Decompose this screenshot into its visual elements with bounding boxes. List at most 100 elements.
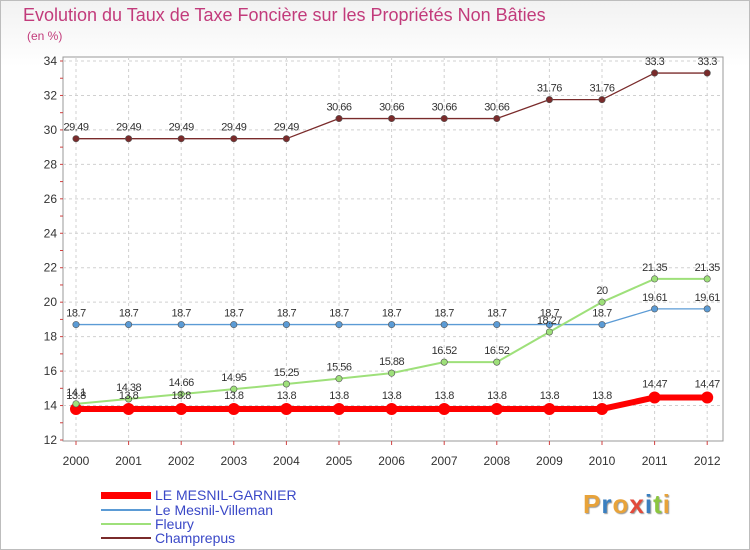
data-label: 18.7 (540, 308, 560, 320)
y-tick-label: 32 (44, 88, 58, 102)
data-label: 18.7 (592, 308, 612, 320)
data-label: 16.52 (484, 345, 509, 357)
data-label: 33.3 (645, 56, 665, 68)
data-point (545, 96, 553, 104)
y-tick-label: 18 (44, 330, 58, 344)
data-point (440, 358, 448, 366)
y-tick-label: 16 (44, 364, 58, 378)
data-point (230, 135, 238, 143)
data-point (230, 385, 238, 393)
data-point (125, 135, 133, 143)
logo-letter: i (662, 489, 671, 519)
data-label: 15.88 (379, 356, 404, 368)
legend-swatch (101, 537, 151, 539)
data-point (493, 115, 501, 123)
x-tick-label: 2001 (115, 454, 142, 468)
data-point (701, 391, 714, 404)
data-point (335, 321, 343, 329)
data-point (648, 391, 661, 404)
y-tick-label: 22 (44, 261, 58, 275)
legend-label: Le Mesnil-Villeman (155, 502, 274, 518)
data-label: 20 (596, 285, 608, 297)
data-label: 29.49 (116, 122, 141, 134)
data-label: 30.66 (326, 102, 351, 114)
data-label: 18.7 (277, 308, 297, 320)
data-label: 30.66 (432, 102, 457, 114)
y-tick-label: 12 (44, 433, 58, 447)
data-point (440, 321, 448, 329)
y-tick-label: 14 (44, 399, 58, 413)
legend-swatch (101, 491, 151, 499)
data-label: 14.47 (695, 378, 720, 390)
logo-letter: o (612, 489, 630, 519)
legend-label: Fleury (155, 516, 194, 532)
y-tick-label: 26 (44, 192, 58, 206)
data-label: 31.76 (537, 83, 562, 95)
data-label: 13.8 (277, 390, 297, 402)
data-label: 29.49 (169, 122, 194, 134)
data-point (651, 305, 659, 313)
data-point (596, 402, 608, 415)
data-point (440, 115, 448, 123)
data-point (703, 275, 711, 283)
x-tick-label: 2004 (273, 454, 300, 468)
legend-label: LE MESNIL-GARNIER (155, 487, 297, 503)
logo-letter: i (644, 489, 654, 519)
data-point (385, 402, 398, 415)
data-label: 18.7 (329, 308, 349, 320)
legend-swatch (101, 509, 151, 511)
data-label: 18.7 (434, 308, 454, 320)
logo-letter: x (629, 489, 645, 519)
data-point (280, 402, 293, 415)
data-label: 13.8 (329, 390, 349, 402)
x-tick-label: 2012 (694, 454, 721, 468)
legend-label: Champrepus (155, 530, 236, 546)
data-point (227, 402, 240, 415)
x-tick-label: 2003 (220, 454, 247, 468)
y-tick-label: 30 (44, 123, 58, 137)
legend-item-fleury: Fleury (101, 516, 194, 532)
data-label: 15.56 (326, 362, 351, 374)
data-label: 13.8 (171, 390, 191, 402)
data-label: 13.8 (540, 390, 560, 402)
data-label: 19.61 (642, 292, 667, 304)
data-label: 14.66 (169, 377, 194, 389)
x-tick-label: 2002 (168, 454, 195, 468)
data-label: 21.35 (695, 262, 720, 274)
data-point (72, 400, 80, 408)
data-point (177, 135, 185, 143)
data-label: 18.7 (66, 308, 86, 320)
data-label: 14.1 (66, 387, 86, 399)
data-point (545, 328, 553, 336)
data-label: 29.49 (274, 122, 299, 134)
data-label: 18.7 (224, 308, 244, 320)
legend-item-champrepus: Champrepus (101, 530, 236, 546)
data-point (333, 402, 345, 415)
data-label: 33.3 (697, 56, 717, 68)
data-point (388, 115, 396, 123)
x-tick-label: 2000 (63, 454, 90, 468)
data-label: 29.49 (221, 122, 246, 134)
data-label: 21.35 (642, 262, 667, 274)
data-label: 13.8 (224, 390, 244, 402)
logo-letter: t (653, 489, 663, 519)
data-point (125, 395, 133, 403)
data-label: 14.38 (116, 382, 141, 394)
data-point (230, 321, 238, 329)
data-label: 16.52 (432, 345, 457, 357)
x-tick-label: 2007 (431, 454, 458, 468)
data-label: 13.8 (382, 390, 402, 402)
data-point (703, 69, 711, 77)
data-point (175, 402, 188, 415)
data-point (125, 321, 133, 329)
proxiti-logo: Proxiti (583, 489, 671, 520)
data-label: 18.27 (537, 315, 562, 327)
y-tick-label: 24 (44, 226, 58, 240)
data-label: 13.8 (119, 390, 139, 402)
legend-item-le-mesnil-villeman: Le Mesnil-Villeman (101, 502, 274, 518)
data-point (388, 369, 396, 377)
x-tick-label: 2010 (589, 454, 616, 468)
y-axis-unit: (en %) (27, 29, 63, 43)
data-label: 14.47 (642, 378, 667, 390)
